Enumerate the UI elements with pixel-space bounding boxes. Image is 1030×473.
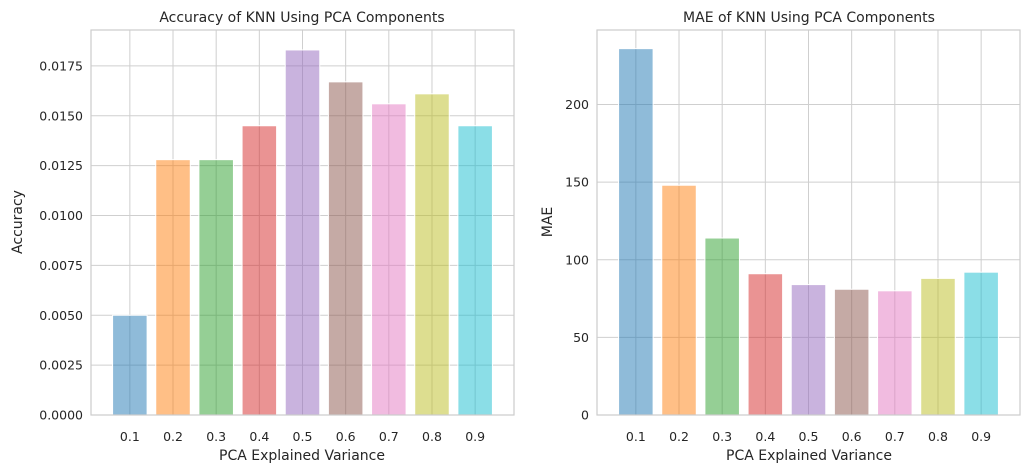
mae-xtick-label: 0.8 — [928, 429, 948, 444]
mae-bar-0.9 — [963, 271, 999, 416]
mae-plot-frame — [596, 29, 1021, 416]
accuracy-xtick-label: 0.3 — [206, 429, 226, 444]
accuracy-ytick-label: 0.0000 — [39, 408, 83, 423]
mae-ytick-label: 150 — [565, 175, 589, 190]
accuracy-xtick-label: 0.2 — [163, 429, 183, 444]
mae-xtick-label: 0.9 — [971, 429, 991, 444]
mae-ytick-label: 100 — [565, 252, 589, 267]
accuracy-bar-0.3 — [198, 159, 234, 416]
accuracy-xtick-label: 0.7 — [379, 429, 399, 444]
mae-bars — [618, 48, 999, 416]
accuracy-bar-0.8 — [414, 93, 450, 416]
accuracy-chart: Accuracy of KNN Using PCA Components PCA… — [10, 10, 515, 464]
mae-ytick-label: 50 — [573, 330, 589, 345]
mae-ytick-label: 200 — [565, 97, 589, 112]
mae-xtick-label: 0.6 — [842, 429, 862, 444]
accuracy-xtick-label: 0.4 — [249, 429, 269, 444]
mae-bar-0.7 — [877, 290, 913, 416]
mae-ytick-label: 0 — [581, 408, 589, 423]
accuracy-xtick-label: 0.9 — [465, 429, 485, 444]
mae-xtick-label: 0.7 — [885, 429, 905, 444]
accuracy-ytick-label: 0.0100 — [39, 208, 83, 223]
accuracy-bar-0.4 — [241, 125, 278, 416]
mae-xtick-label: 0.1 — [626, 429, 646, 444]
accuracy-ytick-label: 0.0175 — [39, 58, 83, 73]
mae-bar-0.4 — [747, 273, 784, 416]
accuracy-xtick-label: 0.1 — [120, 429, 140, 444]
mae-xtick-label: 0.5 — [799, 429, 819, 444]
accuracy-bar-0.5 — [284, 49, 321, 416]
mae-bar-0.2 — [661, 184, 697, 416]
mae-bar-0.1 — [618, 48, 654, 416]
accuracy-ytick-label: 0.0075 — [39, 258, 83, 273]
accuracy-bars — [112, 49, 493, 416]
mae-bar-0.8 — [920, 277, 956, 416]
accuracy-ytick-label: 0.0025 — [39, 358, 83, 373]
accuracy-ytick-label: 0.0150 — [39, 108, 83, 123]
mae-bar-0.6 — [833, 288, 870, 416]
mae-xtick-label: 0.4 — [755, 429, 775, 444]
accuracy-ytick-label: 0.0125 — [39, 158, 83, 173]
accuracy-ytick-label: 0.0050 — [39, 308, 83, 323]
accuracy-chart-xlabel: PCA Explained Variance — [219, 448, 385, 464]
accuracy-plot-frame — [90, 29, 515, 416]
mae-chart-title: MAE of KNN Using PCA Components — [683, 10, 935, 26]
accuracy-xtick-label: 0.6 — [336, 429, 356, 444]
accuracy-xtick-label: 0.8 — [422, 429, 442, 444]
mae-chart: MAE of KNN Using PCA Components PCA Expl… — [540, 10, 1021, 464]
mae-bar-0.5 — [790, 284, 827, 416]
mae-xtick-label: 0.3 — [712, 429, 732, 444]
mae-xtick-label: 0.2 — [669, 429, 689, 444]
accuracy-bar-0.7 — [371, 103, 407, 416]
mae-bar-0.3 — [704, 237, 740, 416]
accuracy-chart-ylabel: Accuracy — [10, 190, 26, 254]
accuracy-xtick-label: 0.5 — [293, 429, 313, 444]
accuracy-chart-title: Accuracy of KNN Using PCA Components — [159, 10, 444, 26]
accuracy-bar-0.1 — [112, 314, 148, 416]
mae-chart-ylabel: MAE — [540, 207, 556, 238]
mae-chart-xlabel: PCA Explained Variance — [726, 448, 892, 464]
accuracy-bar-0.9 — [457, 125, 493, 416]
accuracy-bar-0.2 — [155, 159, 191, 416]
accuracy-bar-0.6 — [327, 81, 364, 416]
